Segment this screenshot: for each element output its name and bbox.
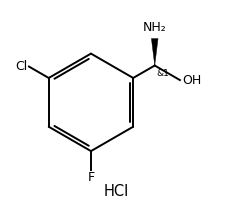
Text: OH: OH — [182, 73, 201, 86]
Text: NH₂: NH₂ — [143, 21, 167, 34]
Text: Cl: Cl — [16, 60, 28, 73]
Text: &1: &1 — [156, 69, 169, 78]
Text: HCl: HCl — [103, 184, 128, 199]
Polygon shape — [151, 39, 158, 66]
Text: F: F — [87, 171, 95, 184]
